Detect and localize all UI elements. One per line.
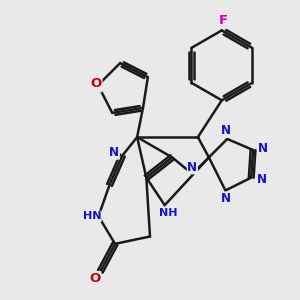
Text: N: N	[256, 173, 266, 186]
Text: F: F	[219, 15, 228, 28]
Text: O: O	[89, 272, 100, 285]
Text: N: N	[187, 161, 197, 174]
Text: N: N	[220, 124, 230, 137]
Text: O: O	[91, 79, 102, 92]
Text: N: N	[109, 146, 119, 159]
Text: NH: NH	[159, 208, 178, 218]
Text: HN: HN	[82, 211, 101, 221]
Text: O: O	[90, 77, 101, 90]
Text: N: N	[220, 192, 230, 205]
Text: N: N	[258, 142, 268, 155]
Text: F: F	[219, 14, 228, 27]
